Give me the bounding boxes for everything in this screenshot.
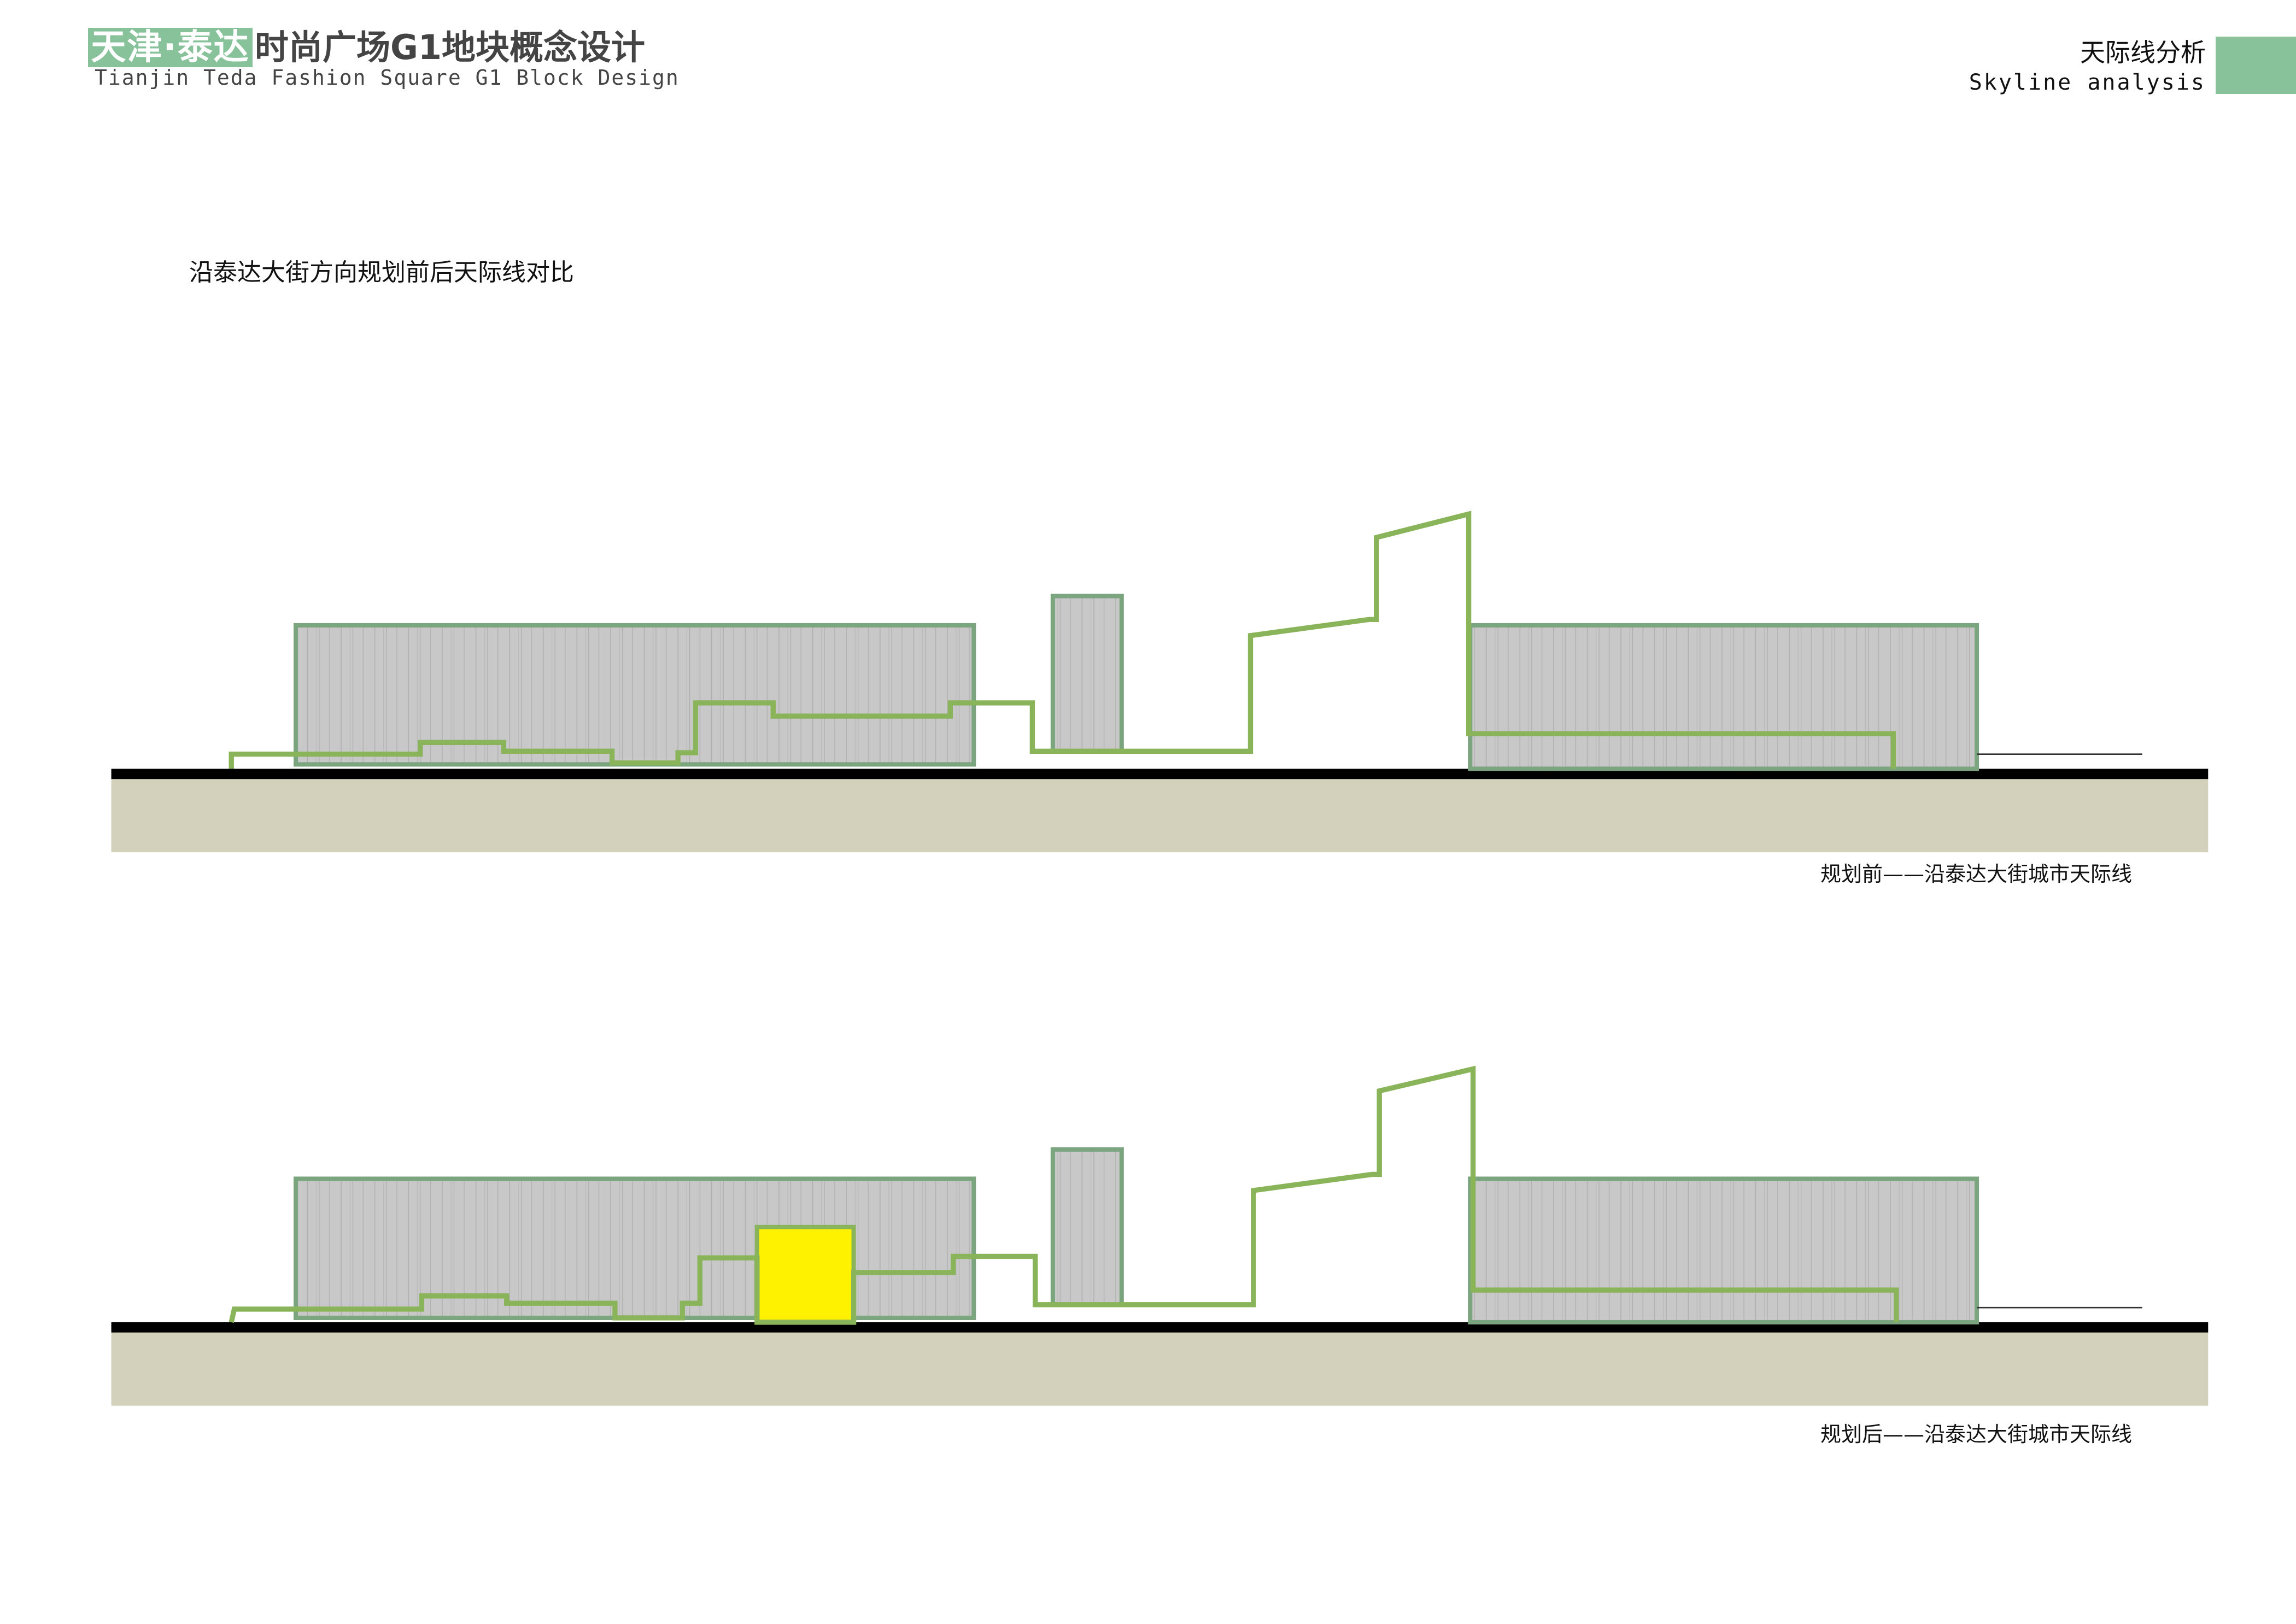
caption-before: 规划前——沿泰达大街城市天际线 [1820,862,2133,886]
ground [111,1332,2209,1406]
existing-tower [1050,1147,1124,1307]
ground [111,779,2209,853]
section-title: 天际线分析 [2080,38,2206,67]
project-title: 时尚广场G1地块概念设计 [255,27,646,67]
skyline-outline [229,511,1896,769]
logo: 天津·泰达 [88,28,253,67]
skyline-before [111,511,2209,853]
existing-building-left [294,623,976,767]
section-color-block [2216,37,2296,94]
section-title-english: Skyline analysis [1969,70,2206,95]
project-title-english: Tianjin Teda Fashion Square G1 Block Des… [95,66,680,90]
existing-building-left [294,1176,976,1320]
existing-tower [1050,594,1124,754]
road [111,1322,2209,1333]
road [111,769,2209,779]
existing-building-right [1468,623,1979,771]
new-building [754,1224,856,1324]
diagram-subtitle: 沿泰达大街方向规划前后天际线对比 [189,259,574,286]
skyline-outline [229,1065,1899,1325]
caption-after: 规划后——沿泰达大街城市天际线 [1820,1422,2133,1446]
skyline-after [111,1065,2209,1406]
existing-building-right [1468,1176,1979,1325]
